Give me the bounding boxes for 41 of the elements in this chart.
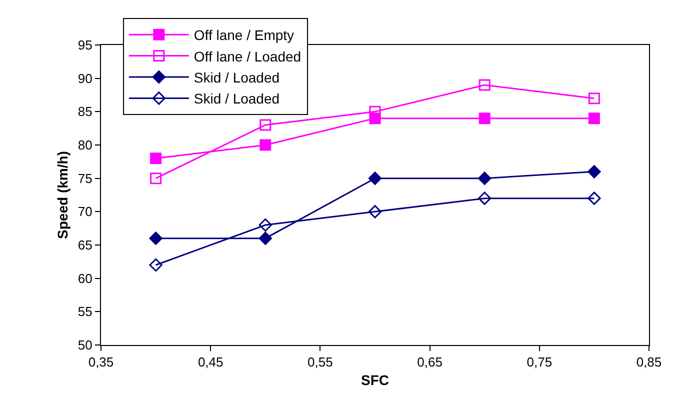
point: [368, 205, 382, 218]
point: [588, 165, 601, 178]
point: [588, 112, 600, 124]
point: [258, 218, 272, 232]
y-tick-label: 85: [78, 104, 92, 120]
point: [478, 172, 492, 185]
y-tick-label: 95: [78, 38, 92, 53]
point: [149, 232, 162, 245]
y-tick-label: 65: [78, 238, 92, 253]
y-tick-label: 50: [78, 338, 92, 353]
x-tick-label: 0,85: [636, 354, 662, 370]
point: [369, 106, 381, 118]
legend-label: Off lane / Empty: [194, 27, 294, 44]
point: [258, 232, 272, 245]
point: [368, 172, 382, 185]
point: [588, 192, 601, 205]
legend-label: Skid / Loaded: [194, 69, 280, 86]
point: [478, 79, 490, 91]
y-axis-title: Speed (km/h): [54, 151, 71, 239]
point: [478, 192, 492, 205]
x-tick-label: 0,45: [198, 354, 224, 370]
y-tick-label: 90: [78, 70, 92, 86]
y-tick-label: 70: [78, 204, 92, 220]
x-tick-label: 0,35: [88, 354, 114, 370]
x-tick-label: 0,55: [308, 354, 333, 370]
point: [260, 119, 272, 131]
legend-label: Off lane / Loaded: [194, 48, 302, 64]
point: [149, 258, 162, 272]
y-tick-label: 80: [78, 138, 92, 153]
x-tick-label: 0,75: [526, 354, 552, 370]
point: [478, 112, 490, 124]
point: [150, 152, 162, 164]
y-tick-label: 75: [78, 170, 92, 186]
x-tick-label: 0,65: [417, 354, 442, 370]
y-tick-label: 60: [78, 270, 92, 286]
point: [588, 92, 600, 104]
legend-label: Skid / Loaded: [194, 90, 280, 107]
y-tick-label: 55: [78, 304, 92, 320]
x-axis-title: SFC: [361, 372, 389, 388]
point: [150, 172, 162, 184]
point: [260, 139, 272, 151]
